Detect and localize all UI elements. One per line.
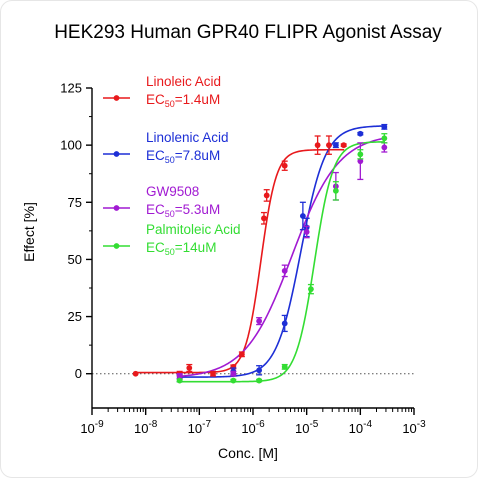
y-tick-label: 25: [68, 309, 82, 324]
data-point-series-4: [357, 151, 364, 158]
data-point-series-2: [299, 213, 306, 219]
data-point-series-4: [308, 286, 314, 293]
data-point-series-1: [132, 370, 139, 377]
fit-curve-2: [179, 125, 385, 378]
chart-title: HEK293 Human GPR40 FLIPR Agonist Assay: [54, 22, 442, 43]
legend-ec50: EC50=5.3uM: [146, 202, 220, 219]
data-point-series-2: [256, 367, 263, 374]
data-point-series-1: [314, 142, 321, 149]
data-point-series-4: [176, 377, 183, 384]
data-point-series-1: [186, 365, 193, 371]
data-point-series-4: [230, 377, 237, 384]
x-tick-label: 10-6: [241, 419, 265, 436]
legend-series-name: Palmitoleic Acid: [146, 222, 241, 237]
x-tick-label: 10-9: [80, 419, 104, 436]
legend-swatch-marker: [113, 151, 120, 157]
legend-entry-4: Palmitoleic Acid EC50=14uM: [103, 222, 241, 257]
legend-entry-2: Linolenic Acid EC50=7.8uM: [103, 130, 229, 165]
y-tick-label: 75: [68, 195, 82, 210]
data-point-series-4: [381, 135, 388, 142]
data-points: [132, 123, 388, 384]
legend-ec50: EC50=1.4uM: [146, 92, 220, 109]
fit-curves: [133, 125, 385, 383]
legend: Linoleic Acid EC50=1.4uM Linolenic Acid EC5…: [103, 74, 241, 257]
data-point-series-2: [381, 123, 388, 130]
data-point-series-1: [340, 142, 347, 149]
data-point-series-3: [303, 229, 310, 235]
data-point-series-3: [357, 158, 364, 165]
legend-swatch-marker: [113, 95, 120, 101]
x-tick-label: 10-3: [402, 419, 426, 436]
legend-swatch-marker: [113, 205, 120, 211]
legend-swatch-marker: [113, 243, 120, 249]
legend-entry-1: Linoleic Acid EC50=1.4uM: [103, 74, 221, 109]
legend-series-name: Linoleic Acid: [146, 74, 221, 89]
fit-curve-4: [179, 141, 385, 383]
legend-entry-3: GW9508 EC50=5.3uM: [103, 184, 220, 219]
x-tick-label: 10-7: [188, 419, 212, 436]
x-tick-label: 10-8: [134, 419, 158, 436]
data-point-series-3: [176, 373, 183, 379]
data-point-series-4: [256, 377, 263, 384]
legend-ec50: EC50=7.8uM: [146, 148, 220, 165]
data-point-series-3: [381, 144, 388, 151]
data-point-series-1: [263, 192, 270, 199]
y-tick-label: 100: [60, 138, 82, 153]
y-tick-label: 0: [75, 366, 82, 381]
data-point-series-1: [261, 215, 267, 222]
axes: 0 25 50 75 100 125 10-9 10-8 10-7 10-6 10-5 10-4 10-…: [60, 81, 426, 437]
data-point-series-3: [281, 267, 288, 274]
data-point-series-1: [326, 142, 332, 149]
fit-curve-1: [133, 148, 345, 374]
data-point-series-4: [332, 187, 339, 194]
y-axis-label: Effect [%]: [21, 202, 37, 262]
legend-series-name: GW9508: [146, 184, 199, 199]
x-tick-label: 10-5: [295, 419, 319, 436]
data-point-series-3: [256, 318, 263, 325]
data-point-series-1: [281, 162, 288, 169]
data-point-series-3: [230, 370, 237, 377]
fit-curve-3: [179, 137, 385, 378]
data-point-series-1: [210, 370, 216, 377]
x-tick-label: 10-4: [349, 419, 373, 436]
y-tick-label: 50: [68, 252, 82, 267]
x-axis-label: Conc. [M]: [218, 445, 278, 461]
y-tick-label: 125: [60, 81, 82, 96]
legend-series-name: Linolenic Acid: [146, 130, 229, 145]
data-point-series-2: [332, 142, 339, 149]
data-point-series-2: [281, 320, 288, 327]
data-point-series-2: [357, 130, 364, 137]
data-point-series-1: [238, 351, 245, 358]
data-point-series-4: [281, 363, 288, 370]
legend-ec50: EC50=14uM: [146, 240, 216, 257]
